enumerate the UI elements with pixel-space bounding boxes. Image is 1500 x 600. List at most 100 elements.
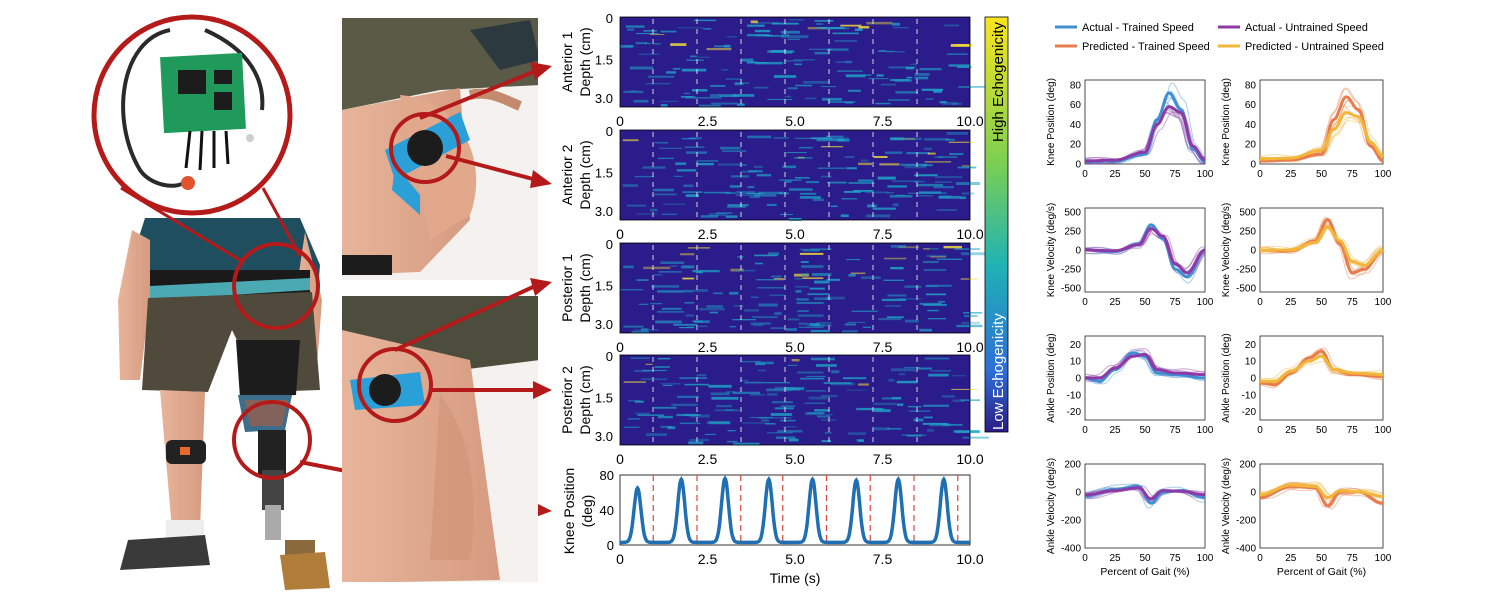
gait-y-tick: 200 (1064, 460, 1081, 471)
echo-speckle (659, 100, 679, 102)
echo-speckle (658, 271, 682, 273)
echo-speckle (898, 246, 920, 249)
echo-speckle (709, 94, 736, 97)
echo-speckle (800, 377, 825, 380)
echo-speckle (943, 245, 962, 249)
echo-speckle (953, 430, 980, 433)
echo-speckle (683, 289, 695, 293)
echo-speckle (923, 416, 933, 419)
echo-speckle (830, 382, 855, 386)
echo-speckle (684, 383, 710, 386)
echo-speckle (885, 305, 901, 307)
echo-speckle (663, 203, 686, 205)
gait-y-tick: -500 (1061, 284, 1081, 295)
echo-speckle (757, 191, 784, 195)
ultrasound-panel-label: Posterior 2 (559, 366, 575, 434)
echo-speckle (962, 312, 983, 314)
echo-speckle (731, 175, 749, 178)
echo-speckle (798, 326, 824, 328)
gait-y-tick: 80 (1245, 80, 1257, 91)
echo-speckle (913, 418, 924, 422)
echo-speckle (887, 294, 907, 297)
echo-speckle (952, 375, 966, 377)
echo-speckle (685, 194, 700, 198)
echo-speckle (794, 63, 802, 66)
echo-speckle (700, 215, 719, 218)
echo-speckle (858, 162, 872, 166)
echo-speckle (732, 94, 755, 97)
echo-speckle (679, 377, 708, 379)
echo-speckle (907, 405, 922, 408)
gait-x-tick: 100 (1197, 297, 1214, 308)
echo-speckle (654, 141, 669, 144)
echo-speckle (766, 203, 777, 207)
echo-speckle (725, 78, 741, 80)
echo-speckle (797, 371, 824, 374)
echo-speckle (638, 53, 660, 55)
echo-speckle (680, 253, 695, 256)
echo-speckle (727, 430, 736, 432)
gait-x-tick: 75 (1347, 169, 1359, 180)
echo-speckle (842, 377, 867, 380)
echo-speckle (913, 180, 925, 183)
echo-speckle (630, 357, 650, 359)
echo-speckle (805, 390, 827, 392)
colorbar-high-label: High Echogenicity (990, 22, 1007, 143)
echo-speckle (716, 212, 733, 214)
echogenicity-colorbar: High Echogenicity Low Echogenicity (984, 16, 1009, 433)
echo-speckle (848, 182, 875, 184)
echo-speckle (873, 427, 890, 431)
echo-speckle (643, 266, 671, 270)
echo-speckle (750, 20, 758, 24)
gait-xlabel: Percent of Gait (%) (1100, 566, 1189, 578)
echo-speckle (954, 248, 981, 250)
echo-speckle (873, 402, 897, 406)
echo-speckle (774, 386, 794, 390)
echo-speckle (800, 261, 809, 263)
echo-speckle (811, 273, 832, 276)
echo-speckle (750, 296, 759, 299)
echo-speckle (666, 71, 677, 74)
echo-speckle (811, 137, 832, 140)
echo-speckle (683, 92, 691, 95)
gait-x-tick: 25 (1109, 169, 1121, 180)
echo-speckle (635, 412, 650, 415)
echo-speckle (917, 367, 932, 370)
gait-y-tick: -400 (1236, 544, 1256, 555)
echo-speckle (814, 20, 834, 22)
echo-speckle (718, 94, 740, 97)
echo-speckle (845, 60, 853, 64)
knee-trace-xlabel: Time (s) (770, 570, 821, 586)
depth-tick-label: 3.0 (595, 429, 613, 444)
echo-speckle (684, 302, 695, 304)
echo-speckle (960, 252, 988, 256)
echo-speckle (643, 30, 657, 32)
echo-speckle (681, 138, 697, 140)
echo-speckle (890, 245, 907, 248)
gait-y-tick: 10 (1070, 357, 1082, 368)
echo-speckle (625, 25, 645, 28)
gait-x-tick: 75 (1169, 553, 1181, 564)
gait-ylabel: Knee Velocity (deg/s) (1046, 203, 1057, 298)
echo-speckle (784, 50, 793, 54)
echo-speckle (938, 195, 961, 199)
gait-y-tick: -250 (1236, 265, 1256, 276)
gait-x-tick: 75 (1347, 425, 1359, 436)
echo-speckle (805, 181, 820, 184)
echo-speckle (660, 30, 677, 33)
echo-speckle (906, 76, 913, 79)
gait-x-tick: 50 (1316, 169, 1328, 180)
echo-speckle (682, 191, 703, 194)
echo-speckle (827, 101, 856, 103)
echo-speckle (771, 275, 782, 278)
echo-speckle (750, 416, 773, 419)
ultrasound-panels: Anterior 1 Depth (cm)01.53.00 2.5 5.0 7.5 10.… (559, 11, 990, 467)
echo-speckle (857, 439, 865, 442)
echo-speckle (796, 302, 824, 304)
gait-x-tick: 25 (1285, 425, 1297, 436)
knee-trace-y-tick: 80 (600, 468, 614, 483)
echo-speckle (822, 97, 842, 101)
time-tick-label: 2.5 (698, 226, 718, 242)
echo-speckle (751, 316, 778, 319)
echo-speckle (784, 60, 803, 62)
